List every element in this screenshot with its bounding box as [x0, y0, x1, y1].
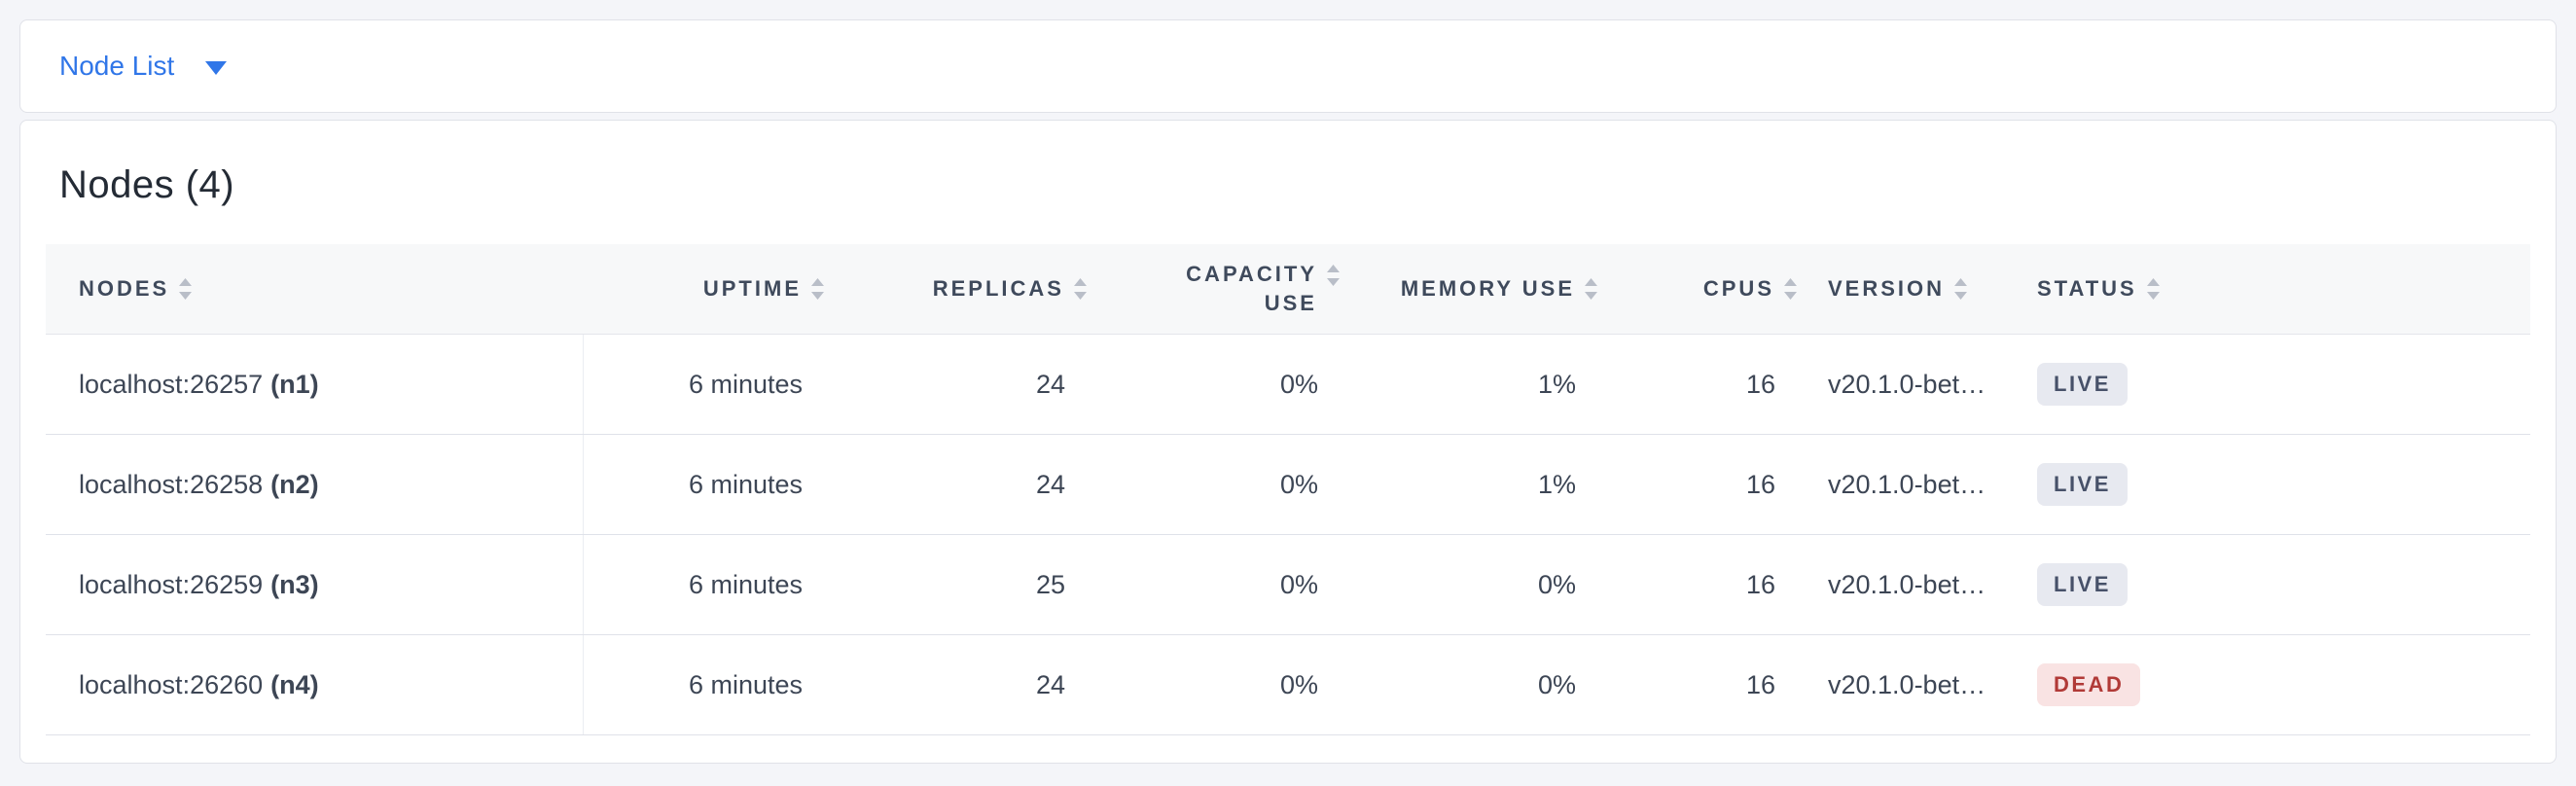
nodes-card: Nodes (4) NODES UPTIME REPLICAS — [19, 120, 2557, 764]
node-id: (n1) — [270, 369, 319, 399]
cell-uptime: 6 minutes — [583, 334, 836, 435]
sort-arrows-icon — [1585, 278, 1597, 300]
caret-down-icon — [205, 60, 228, 75]
cell-uptime: 6 minutes — [583, 534, 836, 635]
sort-arrows-icon — [1784, 278, 1797, 300]
table-row-n1: localhost:26257 (n1) 6 minutes 24 0% 1% 1… — [46, 334, 2530, 435]
status-badge: LIVE — [2037, 563, 2128, 606]
table-row-n3: localhost:26259 (n3) 6 minutes 25 0% 0% 1… — [46, 534, 2530, 635]
column-label-uptime: UPTIME — [702, 276, 802, 301]
cell-memory-use: 0% — [1351, 534, 1609, 635]
cell-replicas: 24 — [836, 634, 1098, 735]
column-label-capacity-use: CAPACITY USE — [1186, 262, 1317, 315]
column-header-memory-use[interactable]: MEMORY USE — [1351, 244, 1609, 335]
column-label-status: STATUS — [2037, 276, 2137, 301]
sort-arrows-icon — [179, 278, 193, 300]
cell-uptime: 6 minutes — [583, 434, 836, 535]
status-badge: LIVE — [2037, 363, 2128, 406]
cell-node-address: localhost:26257 (n1) — [46, 334, 584, 435]
cell-capacity-use: 0% — [1098, 334, 1351, 435]
node-id: (n3) — [270, 569, 319, 599]
column-header-version[interactable]: VERSION — [1808, 244, 2018, 335]
cell-node-address: localhost:26260 (n4) — [46, 634, 584, 735]
cell-replicas: 25 — [836, 534, 1098, 635]
cell-status: LIVE — [2018, 434, 2530, 535]
cell-node-address: localhost:26258 (n2) — [46, 434, 584, 535]
column-label-replicas: REPLICAS — [932, 276, 1064, 301]
table-row-n4: localhost:26260 (n4) 6 minutes 24 0% 0% 1… — [46, 634, 2530, 735]
cell-capacity-use: 0% — [1098, 434, 1351, 535]
node-id: (n4) — [270, 669, 319, 699]
column-label-nodes: NODES — [79, 276, 170, 301]
cell-version: v20.1.0-bet… — [1808, 534, 2018, 635]
node-address: localhost:26259 — [79, 569, 264, 599]
cell-version: v20.1.0-bet… — [1808, 334, 2018, 435]
column-header-replicas[interactable]: REPLICAS — [836, 244, 1098, 335]
node-address: localhost:26258 — [79, 469, 264, 499]
column-header-uptime[interactable]: UPTIME — [583, 244, 836, 335]
table-header-row: NODES UPTIME REPLICAS CAPACITY USE MEMOR… — [46, 244, 2530, 335]
cell-version: v20.1.0-bet… — [1808, 634, 2018, 735]
node-address: localhost:26257 — [79, 369, 264, 399]
sort-arrows-icon — [2146, 278, 2160, 300]
page-title: Nodes (4) — [59, 163, 235, 206]
cell-status: LIVE — [2018, 534, 2530, 635]
node-id: (n2) — [270, 469, 319, 499]
node-address: localhost:26260 — [79, 669, 264, 699]
node-list-dropdown-label: Node List — [59, 51, 175, 81]
cell-memory-use: 0% — [1351, 634, 1609, 735]
cell-capacity-use: 0% — [1098, 534, 1351, 635]
cell-replicas: 24 — [836, 434, 1098, 535]
sort-arrows-icon — [1954, 278, 1968, 300]
nodes-table: NODES UPTIME REPLICAS CAPACITY USE MEMOR… — [46, 244, 2530, 735]
cell-memory-use: 1% — [1351, 334, 1609, 435]
cell-uptime: 6 minutes — [583, 634, 836, 735]
cell-replicas: 24 — [836, 334, 1098, 435]
column-header-capacity-use[interactable]: CAPACITY USE — [1098, 244, 1351, 335]
column-header-cpus[interactable]: CPUS — [1609, 244, 1808, 335]
sort-arrows-icon — [1074, 278, 1087, 300]
cell-cpus: 16 — [1609, 634, 1808, 735]
sort-arrows-icon — [811, 278, 824, 300]
status-badge: LIVE — [2037, 463, 2128, 506]
cell-version: v20.1.0-bet… — [1808, 434, 2018, 535]
cell-cpus: 16 — [1609, 434, 1808, 535]
cell-status: DEAD — [2018, 634, 2530, 735]
cell-memory-use: 1% — [1351, 434, 1609, 535]
column-label-memory-use: MEMORY USE — [1400, 276, 1575, 301]
column-label-version: VERSION — [1828, 276, 1946, 301]
table-row-n2: localhost:26258 (n2) 6 minutes 24 0% 1% 1… — [46, 434, 2530, 535]
cell-node-address: localhost:26259 (n3) — [46, 534, 584, 635]
cell-cpus: 16 — [1609, 534, 1808, 635]
column-header-nodes[interactable]: NODES — [46, 244, 583, 335]
sort-arrows-icon — [1327, 265, 1340, 286]
node-list-dropdown[interactable]: Node List — [59, 51, 228, 82]
cell-status: LIVE — [2018, 334, 2530, 435]
topbar: Node List — [19, 19, 2557, 113]
column-header-status[interactable]: STATUS — [2018, 244, 2530, 335]
cell-capacity-use: 0% — [1098, 634, 1351, 735]
status-badge: DEAD — [2037, 663, 2141, 706]
cell-cpus: 16 — [1609, 334, 1808, 435]
column-label-cpus: CPUS — [1702, 276, 1774, 301]
